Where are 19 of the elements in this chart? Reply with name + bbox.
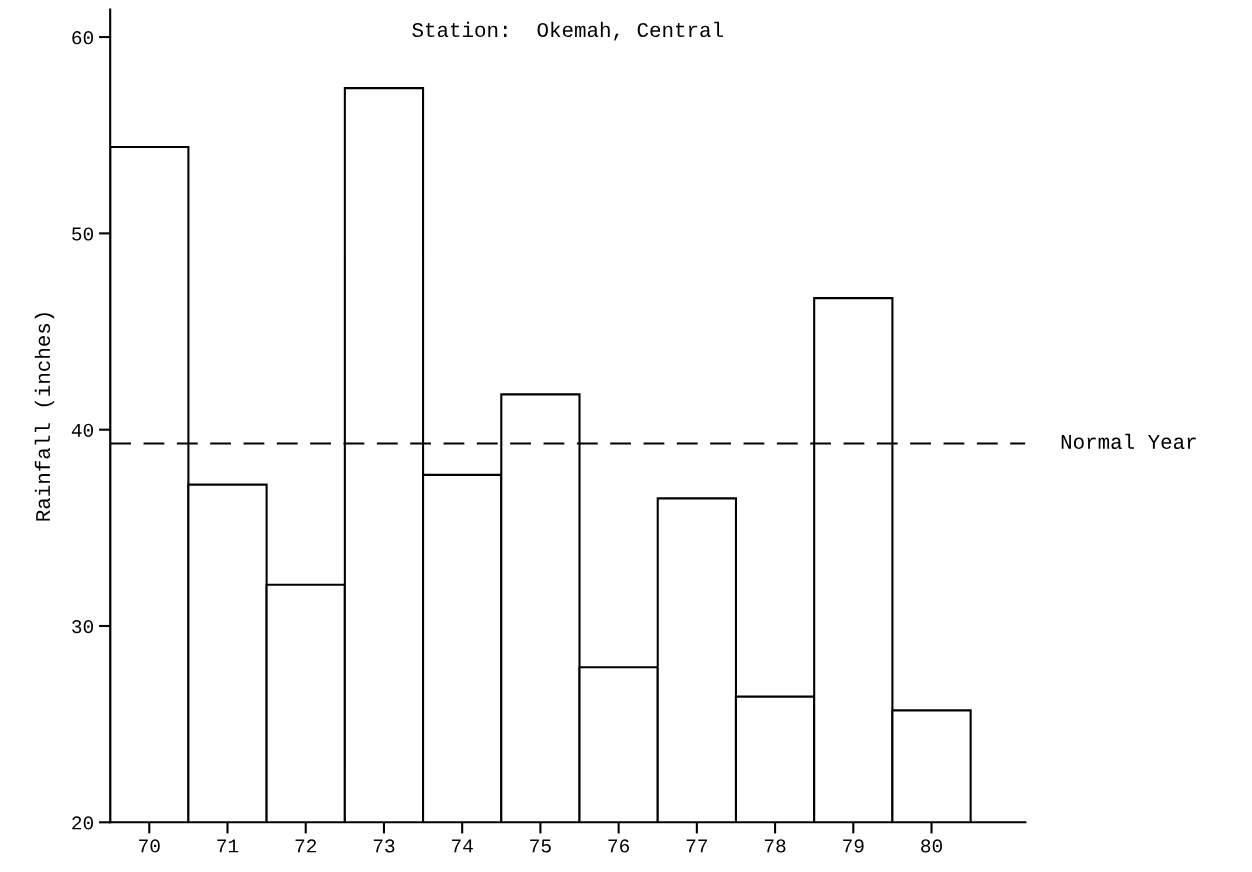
x-tick-label: 74: [452, 839, 473, 853]
y-tick-label: 20: [72, 816, 94, 830]
x-tick-label: 70: [139, 839, 160, 853]
ref-line-label: Normal Year: [1061, 433, 1196, 450]
y-tick-label: 30: [72, 620, 94, 634]
x-tick-label: 76: [608, 839, 630, 853]
y-tick-label: 50: [72, 227, 94, 241]
y-axis-title: Rainfall (inches): [34, 313, 55, 521]
x-tick-label: 79: [843, 839, 864, 853]
x-tick-label: 71: [217, 839, 239, 853]
x-tick-label: 72: [295, 839, 317, 853]
y-tick-label: 60: [72, 31, 94, 45]
x-tick-label: 77: [686, 839, 707, 853]
y-tick-label: 40: [71, 423, 94, 437]
x-tick-label: 73: [373, 839, 395, 853]
x-tick-label: 80: [921, 839, 942, 853]
x-tick-label: 75: [530, 839, 551, 853]
x-tick-label: 78: [764, 839, 786, 853]
text: Station: Okemah, Central: [412, 21, 723, 41]
